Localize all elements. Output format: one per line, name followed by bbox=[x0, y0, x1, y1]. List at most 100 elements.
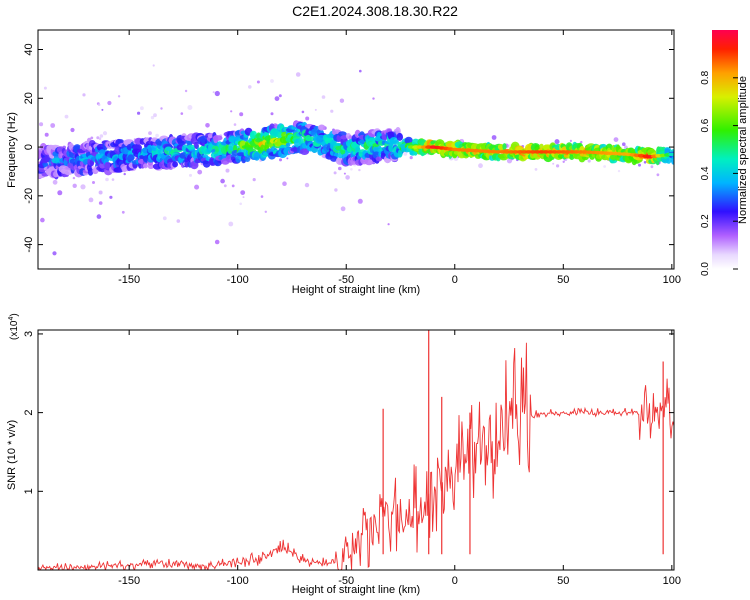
heatmap-cell bbox=[43, 86, 47, 90]
heatmap-cell bbox=[304, 182, 310, 188]
heatmap-cell bbox=[220, 178, 225, 184]
heatmap-cell bbox=[534, 168, 538, 171]
heatmap-cell bbox=[44, 154, 51, 163]
heatmap-cell bbox=[225, 168, 230, 173]
heatmap-cell bbox=[148, 131, 152, 136]
heatmap-cell bbox=[506, 158, 513, 164]
heatmap-marks bbox=[38, 64, 674, 256]
snr-axes: -150 -100 -50 0 50 100 1 2 3 bbox=[23, 330, 681, 587]
colorbar-tick-label: 0.2 bbox=[700, 214, 711, 228]
heatmap-cell bbox=[123, 172, 126, 176]
heatmap-cell bbox=[197, 169, 203, 175]
heatmap-cell bbox=[330, 155, 338, 162]
heatmap-cell bbox=[279, 158, 282, 162]
snr-frame bbox=[37, 329, 675, 571]
heatmap-cell bbox=[212, 135, 223, 141]
heatmap-cell bbox=[50, 123, 56, 128]
heatmap-cell bbox=[609, 154, 617, 160]
figure-title: C2E1.2024.308.18.30.R22 bbox=[292, 3, 458, 19]
colorbar: 0.0 0.2 0.4 0.6 0.8 Normalized spectral ampl… bbox=[700, 30, 749, 276]
heatmap-cell bbox=[285, 142, 291, 147]
heatmap-cell bbox=[345, 175, 350, 180]
heatmap-cell bbox=[286, 157, 289, 160]
heatmap-cell bbox=[478, 163, 483, 169]
heatmap-cell bbox=[650, 165, 654, 169]
heatmap-cell bbox=[102, 131, 108, 136]
heatmap-cell bbox=[80, 184, 86, 190]
heatmap-cell bbox=[587, 159, 591, 163]
heatmap-cell bbox=[670, 156, 674, 165]
heatmap-panel: -150 -100 -50 0 50 100 -40 -20 0 20 40 Height of s… bbox=[6, 29, 681, 296]
heatmap-x-label: Height of straight line (km) bbox=[292, 284, 420, 296]
heatmap-cell bbox=[301, 110, 305, 114]
colorbar-tick-label: 0.6 bbox=[700, 118, 711, 132]
heatmap-cell bbox=[162, 216, 167, 221]
heatmap-cell bbox=[278, 94, 282, 98]
heatmap-cell bbox=[127, 154, 135, 161]
heatmap-cell bbox=[160, 107, 163, 110]
heatmap-cell bbox=[242, 196, 245, 199]
heatmap-cell bbox=[359, 69, 362, 73]
heatmap-cell bbox=[189, 173, 192, 177]
heatmap-cell bbox=[203, 160, 211, 168]
heatmap-cell bbox=[205, 123, 210, 128]
colorbar-gradient bbox=[712, 30, 738, 269]
heatmap-cell bbox=[150, 115, 155, 120]
heatmap-cell bbox=[194, 141, 199, 149]
heatmap-cell bbox=[230, 110, 233, 113]
heatmap-cell bbox=[305, 116, 310, 121]
heatmap-cell bbox=[617, 169, 621, 173]
heatmap-cell bbox=[339, 98, 345, 103]
snr-x-tick-label: 100 bbox=[663, 575, 681, 587]
heatmap-cell bbox=[187, 105, 193, 110]
heatmap-cell bbox=[282, 181, 287, 186]
heatmap-cell bbox=[502, 143, 507, 151]
heatmap-cell bbox=[98, 201, 103, 205]
heatmap-y-tick-label: 40 bbox=[23, 43, 35, 55]
heatmap-cell bbox=[88, 197, 94, 203]
heatmap-cell bbox=[350, 168, 353, 171]
heatmap-cell bbox=[121, 210, 125, 214]
heatmap-cell bbox=[656, 173, 660, 177]
snr-scale-base: (x10 bbox=[9, 320, 20, 340]
colorbar-tick-label: 0.8 bbox=[700, 70, 711, 84]
heatmap-cell bbox=[643, 161, 647, 164]
heatmap-core bbox=[668, 152, 674, 157]
heatmap-cell bbox=[223, 184, 227, 188]
heatmap-cell bbox=[214, 90, 220, 97]
heatmap-cell bbox=[321, 95, 326, 99]
heatmap-cell bbox=[338, 166, 342, 171]
heatmap-cell bbox=[397, 149, 403, 158]
heatmap-cell bbox=[143, 163, 148, 169]
heatmap-cell bbox=[387, 223, 390, 226]
heatmap-cell bbox=[231, 184, 235, 188]
heatmap-cell bbox=[240, 190, 246, 196]
heatmap-cell bbox=[411, 138, 420, 146]
heatmap-cell bbox=[244, 156, 251, 162]
heatmap-cell bbox=[396, 132, 403, 141]
heatmap-cell bbox=[72, 176, 76, 180]
heatmap-x-tick-label: -150 bbox=[118, 274, 140, 286]
heatmap-cell bbox=[155, 133, 159, 138]
heatmap-cell bbox=[552, 162, 555, 165]
snr-x-tick-label: -50 bbox=[338, 575, 354, 587]
heatmap-cell bbox=[233, 123, 237, 126]
heatmap-cell bbox=[666, 157, 672, 164]
heatmap-cell bbox=[318, 124, 326, 131]
svg-text:(x104): (x104) bbox=[8, 313, 20, 340]
heatmap-cell bbox=[333, 171, 337, 175]
heatmap-cell bbox=[111, 178, 115, 181]
heatmap-cell bbox=[343, 172, 346, 175]
colorbar-tick-label: 0.0 bbox=[700, 262, 711, 276]
heatmap-cell bbox=[554, 139, 560, 145]
snr-x-tick-label: -150 bbox=[118, 575, 140, 587]
heatmap-cell bbox=[82, 93, 86, 97]
heatmap-cell bbox=[96, 214, 102, 219]
heatmap-cell bbox=[248, 85, 252, 89]
heatmap-cell bbox=[39, 122, 44, 127]
heatmap-cell bbox=[239, 202, 242, 206]
heatmap-frame bbox=[37, 29, 675, 270]
heatmap-cell bbox=[64, 114, 69, 119]
snr-x-tick-label: -100 bbox=[227, 575, 249, 587]
